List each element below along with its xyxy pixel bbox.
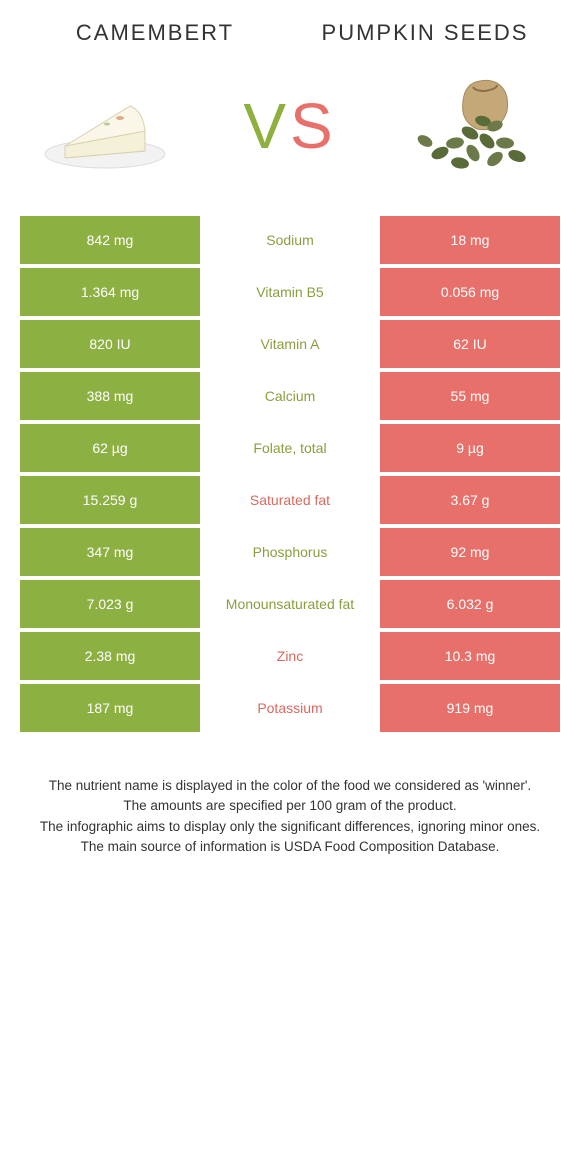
nutrient-row: 7.023 gMonounsaturated fat6.032 g: [20, 580, 560, 628]
right-value: 9 µg: [380, 424, 560, 472]
left-value: 2.38 mg: [20, 632, 200, 680]
footer-line-3: The infographic aims to display only the…: [30, 817, 550, 837]
left-value: 62 µg: [20, 424, 200, 472]
right-value: 3.67 g: [380, 476, 560, 524]
nutrient-table: 842 mgSodium18 mg1.364 mgVitamin B50.056…: [20, 216, 560, 732]
left-value: 388 mg: [20, 372, 200, 420]
vs-s: S: [290, 90, 337, 162]
vs-v: V: [243, 90, 290, 162]
nutrient-label: Calcium: [200, 372, 380, 420]
left-food-title: CAMEMBERT: [20, 20, 290, 46]
right-value: 0.056 mg: [380, 268, 560, 316]
nutrient-label: Phosphorus: [200, 528, 380, 576]
right-value: 92 mg: [380, 528, 560, 576]
nutrient-row: 187 mgPotassium919 mg: [20, 684, 560, 732]
left-value: 1.364 mg: [20, 268, 200, 316]
nutrient-row: 2.38 mgZinc10.3 mg: [20, 632, 560, 680]
left-value: 820 IU: [20, 320, 200, 368]
pumpkin-seeds-image: [400, 66, 550, 186]
header: CAMEMBERT PUMPKIN SEEDS: [0, 0, 580, 56]
left-value: 15.259 g: [20, 476, 200, 524]
vs-label: VS: [243, 89, 336, 163]
right-value: 18 mg: [380, 216, 560, 264]
right-value: 919 mg: [380, 684, 560, 732]
nutrient-row: 842 mgSodium18 mg: [20, 216, 560, 264]
footer-notes: The nutrient name is displayed in the co…: [0, 736, 580, 887]
nutrient-row: 347 mgPhosphorus92 mg: [20, 528, 560, 576]
nutrient-row: 820 IUVitamin A62 IU: [20, 320, 560, 368]
camembert-image: [30, 66, 180, 186]
left-value: 187 mg: [20, 684, 200, 732]
nutrient-label: Potassium: [200, 684, 380, 732]
nutrient-row: 388 mgCalcium55 mg: [20, 372, 560, 420]
nutrient-label: Zinc: [200, 632, 380, 680]
left-value: 842 mg: [20, 216, 200, 264]
nutrient-row: 62 µgFolate, total9 µg: [20, 424, 560, 472]
footer-line-4: The main source of information is USDA F…: [30, 837, 550, 857]
left-value: 7.023 g: [20, 580, 200, 628]
hero-row: VS: [0, 56, 580, 216]
nutrient-label: Vitamin A: [200, 320, 380, 368]
right-food-title: PUMPKIN SEEDS: [290, 20, 560, 46]
nutrient-label: Saturated fat: [200, 476, 380, 524]
left-value: 347 mg: [20, 528, 200, 576]
right-value: 6.032 g: [380, 580, 560, 628]
nutrient-row: 15.259 gSaturated fat3.67 g: [20, 476, 560, 524]
nutrient-label: Monounsaturated fat: [200, 580, 380, 628]
nutrient-label: Sodium: [200, 216, 380, 264]
nutrient-row: 1.364 mgVitamin B50.056 mg: [20, 268, 560, 316]
right-value: 62 IU: [380, 320, 560, 368]
nutrient-label: Vitamin B5: [200, 268, 380, 316]
nutrient-label: Folate, total: [200, 424, 380, 472]
footer-line-2: The amounts are specified per 100 gram o…: [30, 796, 550, 816]
right-value: 10.3 mg: [380, 632, 560, 680]
footer-line-1: The nutrient name is displayed in the co…: [30, 776, 550, 796]
right-value: 55 mg: [380, 372, 560, 420]
